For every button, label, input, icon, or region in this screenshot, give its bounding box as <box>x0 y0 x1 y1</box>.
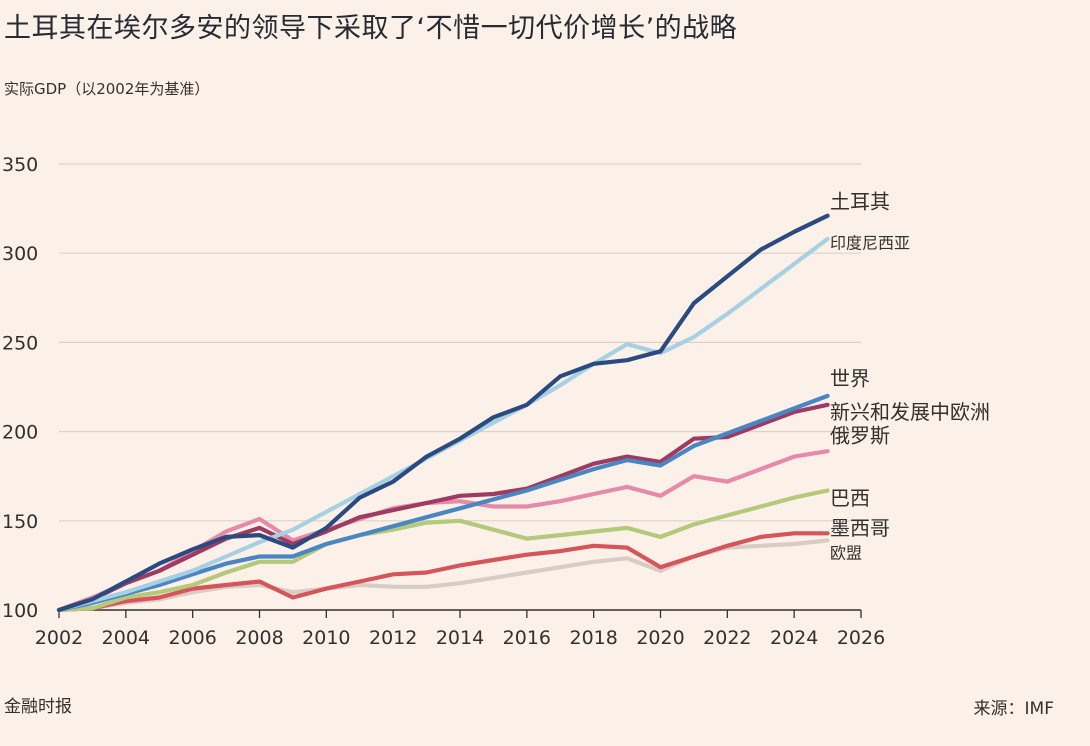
x-tick-label: 2006 <box>168 627 216 649</box>
series-line-3 <box>56 402 830 613</box>
footer-brand: 金融时报 <box>4 697 72 717</box>
x-tick-label: 2012 <box>369 627 417 649</box>
x-tick-label: 2024 <box>770 627 818 649</box>
series-label-5: 巴西 <box>830 486 870 510</box>
chart-title: 土耳其在埃尔多安的领导下采取了‘不惜一切代价增长’的战略 <box>4 13 738 44</box>
series-line-4 <box>56 449 830 613</box>
y-tick-label: 100 <box>2 600 38 622</box>
y-tick-label: 200 <box>2 422 38 444</box>
y-tick-label: 300 <box>2 243 38 265</box>
x-tick-label: 2018 <box>569 627 617 649</box>
series-label-2: 世界 <box>830 366 870 390</box>
series-label-1: 印度尼西亚 <box>830 233 910 252</box>
x-tick-label: 2016 <box>503 627 551 649</box>
x-tick-label: 2008 <box>235 627 283 649</box>
x-tick-label: 2002 <box>35 627 83 649</box>
series-label-4: 俄罗斯 <box>830 423 890 447</box>
y-axis: 100 150 200 250 300 350 <box>2 154 38 622</box>
y-tick-label: 150 <box>2 511 38 533</box>
series-label-6: 墨西哥 <box>830 516 890 540</box>
series-line-1 <box>56 236 830 613</box>
y-tick-label: 350 <box>2 154 38 176</box>
y-tick-label: 250 <box>2 332 38 354</box>
grid-lines <box>59 163 861 522</box>
x-tick-label: 2010 <box>302 627 350 649</box>
series-label-7: 欧盟 <box>830 544 862 563</box>
series-line-0 <box>56 213 830 613</box>
x-tick-label: 2022 <box>703 627 751 649</box>
series-lines <box>56 213 830 613</box>
series-line-6 <box>56 531 830 613</box>
series-line-2 <box>56 393 830 613</box>
x-tick-label: 2014 <box>436 627 484 649</box>
series-label-3: 新兴和发展中欧洲 <box>830 400 990 424</box>
series-line-5 <box>56 488 830 613</box>
x-tick-label: 2004 <box>102 627 150 649</box>
x-tick-label: 2026 <box>837 627 885 649</box>
series-label-0: 土耳其 <box>830 190 890 214</box>
chart-subtitle: 实际GDP（以2002年为基准） <box>4 80 210 98</box>
x-tick-label: 2020 <box>636 627 684 649</box>
footer-source: 来源：IMF <box>973 699 1054 719</box>
x-axis: 2002 2004 2006 2008 2010 2012 2014 2016 2018 2020… <box>35 609 885 649</box>
